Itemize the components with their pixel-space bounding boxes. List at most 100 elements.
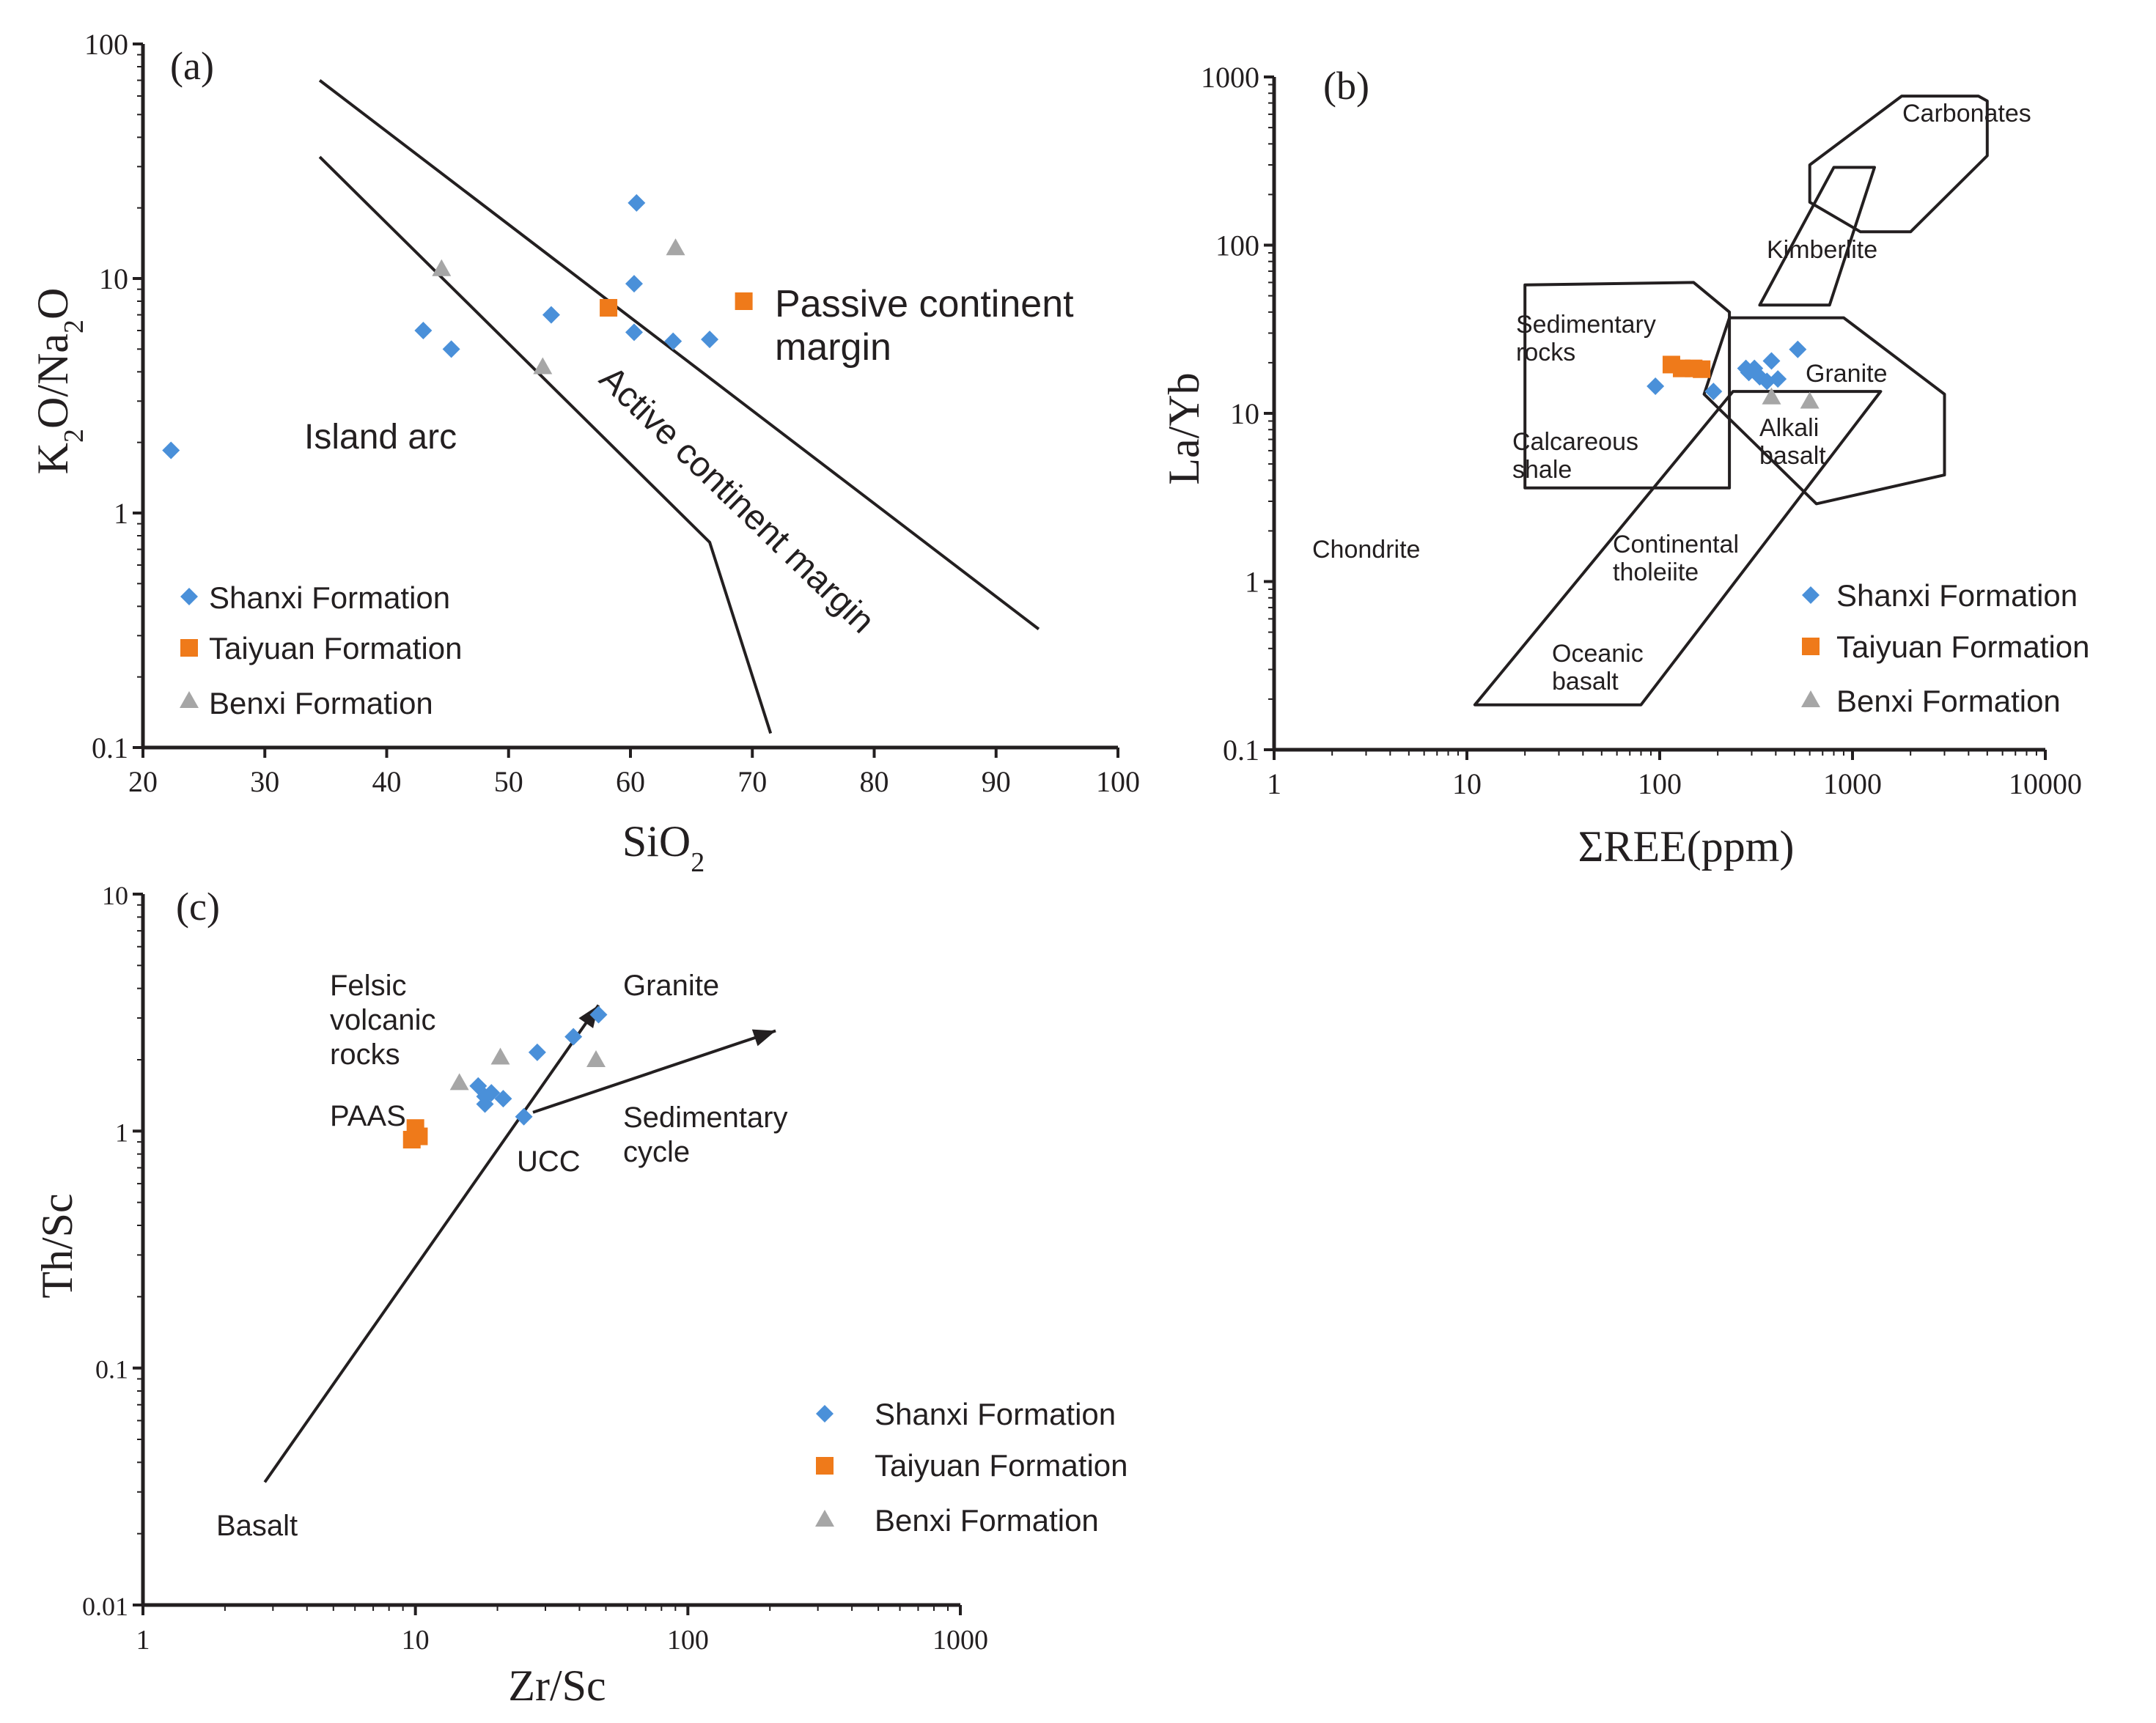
trend-label-cycle: cycle (623, 1136, 690, 1168)
y-tick-label: 0.1 (92, 731, 128, 764)
y-tick-label: 0.1 (95, 1355, 128, 1384)
legend-b-shanxi-marker (1802, 586, 1820, 604)
data-point-benxi-formation (1800, 391, 1820, 409)
data-point-shanxi-formation (542, 306, 560, 324)
y-tick-label: 100 (1215, 229, 1259, 262)
legend-a-benxi-marker (180, 691, 199, 708)
y-tick-label: 10 (102, 881, 128, 910)
data-point-shanxi-formation (701, 331, 719, 349)
field-label-oceanic-basalt: basalt (1552, 668, 1619, 696)
panel-a-x-axis-label: SiO2 (622, 817, 704, 878)
data-point-shanxi-formation (515, 1107, 533, 1126)
panel-c: (c) 1 10 100 1000 0.01 0.1 1 10 Felsic volcanic… (33, 881, 1128, 1710)
x-tick-label: 40 (372, 765, 402, 798)
field-label-continental: Continental (1613, 531, 1739, 558)
panel-c-arrows (263, 1004, 776, 1483)
trend-label-ucc: UCC (517, 1145, 581, 1178)
region-label-island-arc: Island arc (304, 418, 457, 457)
y-tick-label: 1 (114, 497, 128, 530)
legend-b-benxi-label: Benxi Formation (1836, 684, 2061, 718)
legend-a-shanxi-marker (180, 588, 198, 605)
panel-c-legend: Shanxi Formation Taiyuan Formation Benxi… (815, 1397, 1128, 1538)
data-point-shanxi-formation (564, 1027, 583, 1046)
panel-a-boundaries (318, 79, 1040, 734)
panel-b-points (1647, 340, 1820, 409)
panel-b-label: (b) (1323, 64, 1369, 108)
legend-b-shanxi-label: Shanxi Formation (1836, 578, 2078, 613)
x-label-sub: 2 (691, 847, 704, 878)
field-label-tholeiite: tholeiite (1613, 558, 1699, 586)
data-point-shanxi-formation (1762, 352, 1781, 370)
data-point-benxi-formation (449, 1073, 469, 1091)
y-tick-label: 10 (1230, 397, 1259, 430)
legend-c-taiyuan-marker (816, 1457, 834, 1475)
x-tick-label: 1 (1267, 767, 1281, 800)
x-tick-label: 10000 (2009, 767, 2082, 800)
data-point-benxi-formation (533, 357, 553, 375)
panel-b-y-axis-label: La/Yb (1160, 372, 1208, 484)
legend-c-benxi-label: Benxi Formation (875, 1503, 1099, 1538)
legend-a-taiyuan-label: Taiyuan Formation (209, 631, 463, 665)
data-point-taiyuan-formation (402, 1131, 421, 1149)
y-label-sub-1: 2 (59, 429, 89, 443)
y-tick-label: 0.1 (1223, 734, 1259, 767)
field-polygon-4 (1473, 390, 1883, 706)
legend-a-shanxi-label: Shanxi Formation (209, 580, 450, 615)
panel-c-label: (c) (176, 885, 220, 929)
data-point-taiyuan-formation (1693, 360, 1711, 378)
panel-c-axes: 1 10 100 1000 0.01 0.1 1 10 (82, 881, 988, 1656)
x-tick-label: 10 (1452, 767, 1482, 800)
x-tick-label: 100 (667, 1625, 709, 1656)
data-point-shanxi-formation (476, 1095, 494, 1113)
data-point-benxi-formation (432, 259, 452, 276)
y-label-k: K (29, 443, 77, 474)
panel-a-label: (a) (170, 44, 214, 88)
x-tick-label: 100 (1096, 765, 1140, 798)
data-point-shanxi-formation (528, 1043, 546, 1061)
field-label-granite: Granite (1806, 360, 1888, 388)
field-label-rocks: rocks (1516, 339, 1575, 366)
field-label-kimberlite: Kimberlite (1767, 236, 1877, 264)
y-label-o: O (29, 288, 77, 320)
y-tick-label: 10 (99, 262, 128, 295)
data-point-shanxi-formation (1769, 370, 1787, 388)
panel-a-points (162, 193, 753, 460)
trend-label-sedimentary: Sedimentary (623, 1102, 788, 1134)
panel-a-y-axis-label: K2O/Na2O (29, 288, 89, 475)
data-point-benxi-formation (586, 1050, 606, 1068)
x-tick-label: 20 (128, 765, 158, 798)
panel-c-y-axis-label: Th/Sc (33, 1193, 81, 1298)
data-point-shanxi-formation (625, 275, 643, 293)
data-point-shanxi-formation (1647, 377, 1665, 395)
x-tick-label: 80 (860, 765, 889, 798)
x-tick-label: 1000 (932, 1625, 988, 1656)
boundary-line-lower (318, 155, 773, 734)
trend-arrow-head-1 (751, 1029, 776, 1047)
x-tick-label: 70 (737, 765, 767, 798)
x-tick-label: 1000 (1823, 767, 1882, 800)
data-point-shanxi-formation (589, 1006, 608, 1024)
x-tick-label: 10 (402, 1625, 430, 1656)
legend-a-taiyuan-marker (180, 639, 198, 657)
field-polygon-1 (1758, 166, 1876, 307)
panel-a-axes: 20 30 40 50 60 70 80 90 100 0.1 1 10 100 (84, 28, 1140, 798)
field-label-alkali: Alkali (1759, 414, 1819, 442)
region-label-passive-continent: Passive continent (775, 283, 1074, 325)
data-point-shanxi-formation (1789, 340, 1807, 358)
legend-c-shanxi-label: Shanxi Formation (875, 1397, 1116, 1431)
panel-a-legend: Shanxi Formation Taiyuan Formation Benxi… (180, 580, 463, 720)
trend-label-felsic: Felsic (330, 970, 406, 1002)
field-label-basalt: basalt (1759, 442, 1826, 470)
data-point-shanxi-formation (1704, 383, 1723, 401)
trend-arrow-line-0 (263, 1004, 600, 1483)
legend-b-benxi-marker (1801, 690, 1820, 707)
field-label-carbonates: Carbonates (1902, 100, 2031, 128)
data-point-shanxi-formation (494, 1090, 512, 1108)
trend-label-granite: Granite (623, 970, 719, 1002)
data-point-taiyuan-formation (600, 298, 618, 317)
data-point-taiyuan-formation (735, 292, 753, 311)
